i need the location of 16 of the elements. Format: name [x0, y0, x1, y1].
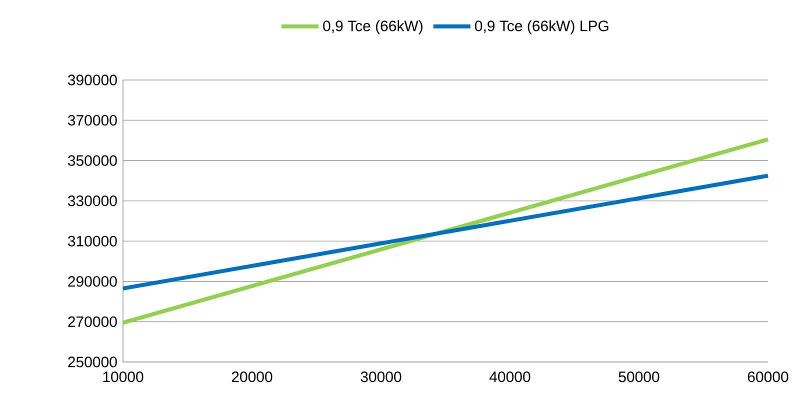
y-tick-label: 350000	[68, 155, 117, 166]
x-tick-label: 40000	[489, 372, 530, 382]
y-tick-label: 250000	[68, 356, 117, 368]
y-tick-label: 310000	[68, 236, 117, 246]
y-tick-label: 290000	[68, 276, 117, 287]
x-tick-label: 60000	[748, 372, 788, 382]
y-tick-label: 270000	[68, 316, 117, 328]
y-tick-label: 390000	[68, 74, 117, 86]
legend-label: 0,9 Tce (66kW)	[323, 20, 422, 34]
x-tick-label: 10000	[103, 372, 144, 382]
x-tick-label: 20000	[232, 372, 272, 382]
x-tick-label: 50000	[618, 372, 660, 382]
x-tick-label: 30000	[360, 372, 402, 382]
legend-label: 0,9 Tce (66kW) LPG	[474, 20, 608, 34]
y-tick-label: 370000	[68, 114, 117, 126]
y-tick-label: 330000	[68, 196, 117, 206]
